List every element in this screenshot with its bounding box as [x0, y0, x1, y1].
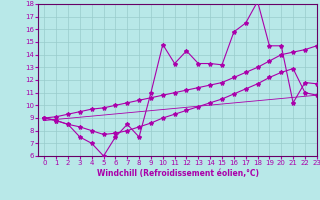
X-axis label: Windchill (Refroidissement éolien,°C): Windchill (Refroidissement éolien,°C) [97, 169, 259, 178]
